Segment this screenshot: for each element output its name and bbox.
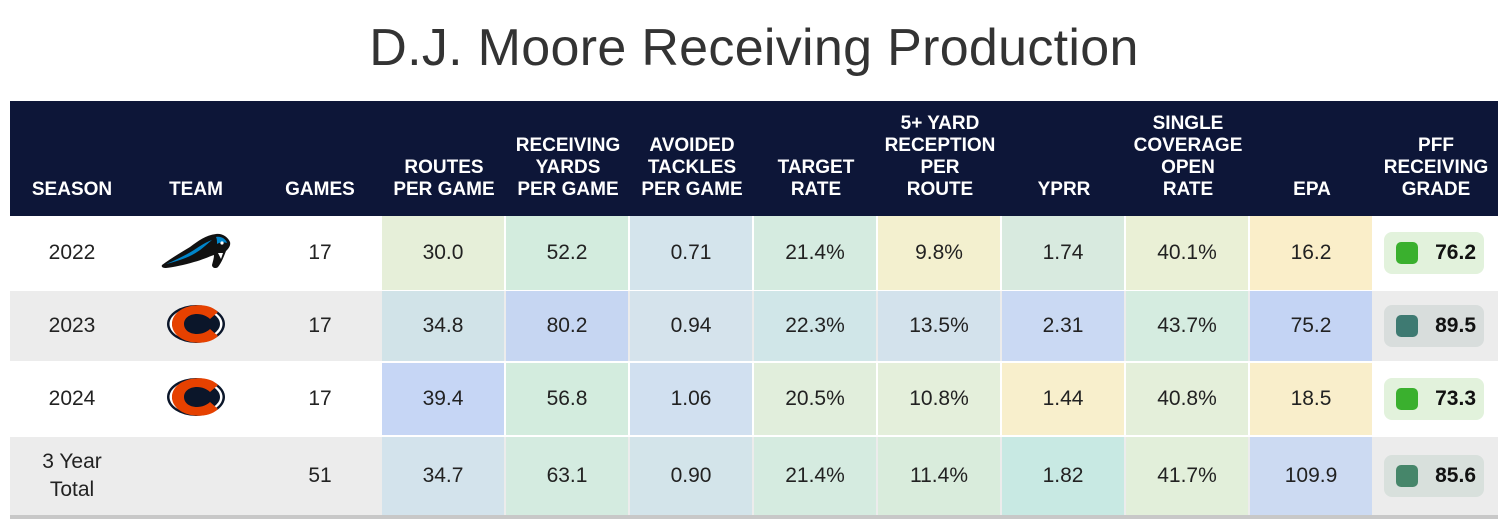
yprr-cell: 2.31 xyxy=(1002,291,1124,361)
routes-per-game-cell: 34.8 xyxy=(382,291,504,361)
target-rate-cell: 21.4% xyxy=(754,437,876,515)
epa-cell: 18.5 xyxy=(1250,363,1372,435)
header-routes-per-game: ROUTES PER GAME xyxy=(393,157,495,200)
season-value: 3 Year Total xyxy=(42,450,102,501)
avoided-tackles-per-game-cell: 0.90 xyxy=(630,437,752,515)
season-value: 2023 xyxy=(48,314,96,337)
team-cell xyxy=(134,291,258,361)
target-rate-cell: 22.3% xyxy=(754,291,876,361)
team-cell xyxy=(134,363,258,435)
routes-per-game-cell: 34.7 xyxy=(382,437,504,515)
grade-value: 85.6 xyxy=(1435,464,1476,487)
grade-badge: 76.2 xyxy=(1384,232,1484,274)
header-avoided-tackles-per-game: AVOIDED TACKLES PER GAME xyxy=(641,135,743,200)
five-yard-reception-per-route-cell: 11.4% xyxy=(878,437,1000,515)
games-cell: 17 xyxy=(308,314,332,337)
grade-color-swatch xyxy=(1396,388,1418,410)
target-rate-cell: 21.4% xyxy=(754,216,876,290)
grade-badge: 73.3 xyxy=(1384,378,1484,420)
five-yard-reception-per-route-cell: 9.8% xyxy=(878,216,1000,290)
single-coverage-open-rate-cell: 40.8% xyxy=(1126,363,1248,435)
bears-c-logo-icon xyxy=(165,302,227,351)
routes-per-game-cell: 39.4 xyxy=(382,363,504,435)
avoided-tackles-per-game-cell: 0.71 xyxy=(630,216,752,290)
grade-value: 73.3 xyxy=(1435,387,1476,410)
season-cell: 2024 xyxy=(10,363,134,435)
table-row: 2022 17 30.0 52.2 0.71 21.4% 9.8% 1.74 40.1% 16.2… xyxy=(10,216,1498,290)
team-cell xyxy=(134,216,258,290)
epa-cell: 109.9 xyxy=(1250,437,1372,515)
header-team: TEAM xyxy=(169,179,223,200)
receiving-yards-per-game-cell: 52.2 xyxy=(506,216,628,290)
grade-value: 89.5 xyxy=(1435,314,1476,337)
season-cell: 2023 xyxy=(10,291,134,361)
header-five-yard-reception-per-route: 5+ YARD RECEPTION PER ROUTE xyxy=(884,113,996,200)
receiving-yards-per-game-cell: 63.1 xyxy=(506,437,628,515)
target-rate-cell: 20.5% xyxy=(754,363,876,435)
grade-color-swatch xyxy=(1396,315,1418,337)
panther-logo-icon xyxy=(160,229,232,278)
season-value: 2022 xyxy=(48,241,96,264)
grade-value: 76.2 xyxy=(1435,241,1476,264)
single-coverage-open-rate-cell: 40.1% xyxy=(1126,216,1248,290)
page-title: D.J. Moore Receiving Production xyxy=(369,19,1139,77)
header-receiving-yards-per-game: RECEIVING YARDS PER GAME xyxy=(515,135,621,200)
header-season: SEASON xyxy=(31,179,113,200)
season-cell: 3 Year Total xyxy=(10,437,134,515)
games-cell: 17 xyxy=(308,387,332,410)
receiving-yards-per-game-cell: 80.2 xyxy=(506,291,628,361)
games-cell: 51 xyxy=(308,464,332,487)
header-epa: EPA xyxy=(1293,179,1331,200)
routes-per-game-cell: 30.0 xyxy=(382,216,504,290)
epa-cell: 16.2 xyxy=(1250,216,1372,290)
table-bottom-border xyxy=(10,515,1498,519)
table-row: 2024 17 39.4 56.8 1.06 20.5% 10.8% 1.44 40.8% 18.… xyxy=(10,363,1498,435)
grade-color-swatch xyxy=(1396,465,1418,487)
header-target-rate: TARGET RATE xyxy=(777,157,855,200)
bears-c-logo-icon xyxy=(165,375,227,424)
epa-cell: 75.2 xyxy=(1250,291,1372,361)
five-yard-reception-per-route-cell: 10.8% xyxy=(878,363,1000,435)
stats-table: SEASON TEAM GAMES ROUTES PER GAME RECEIVING … xyxy=(10,101,1498,528)
table-row: 3 Year Total 51 34.7 63.1 0.90 21.4% 11.4% 1.82… xyxy=(10,437,1498,515)
table-row: 2023 17 34.8 80.2 0.94 22.3% 13.5% 2.31 43.7% 75.… xyxy=(10,291,1498,361)
receiving-yards-per-game-cell: 56.8 xyxy=(506,363,628,435)
games-cell: 17 xyxy=(308,241,332,264)
yprr-cell: 1.44 xyxy=(1002,363,1124,435)
yprr-cell: 1.74 xyxy=(1002,216,1124,290)
grade-badge: 89.5 xyxy=(1384,305,1484,347)
header-pff-receiving-grade: PFF RECEIVING GRADE xyxy=(1383,135,1489,200)
grade-badge: 85.6 xyxy=(1384,455,1484,497)
season-cell: 2022 xyxy=(10,216,134,290)
table-header: SEASON TEAM GAMES ROUTES PER GAME RECEIVING … xyxy=(10,101,1498,216)
single-coverage-open-rate-cell: 41.7% xyxy=(1126,437,1248,515)
season-value: 2024 xyxy=(48,387,96,410)
header-games: GAMES xyxy=(285,179,355,200)
yprr-cell: 1.82 xyxy=(1002,437,1124,515)
team-cell xyxy=(134,437,258,515)
header-single-coverage-open-rate: SINGLE COVERAGE OPEN RATE xyxy=(1133,113,1243,200)
five-yard-reception-per-route-cell: 13.5% xyxy=(878,291,1000,361)
header-yprr: YPRR xyxy=(1037,179,1091,200)
avoided-tackles-per-game-cell: 1.06 xyxy=(630,363,752,435)
single-coverage-open-rate-cell: 43.7% xyxy=(1126,291,1248,361)
avoided-tackles-per-game-cell: 0.94 xyxy=(630,291,752,361)
grade-color-swatch xyxy=(1396,242,1418,264)
